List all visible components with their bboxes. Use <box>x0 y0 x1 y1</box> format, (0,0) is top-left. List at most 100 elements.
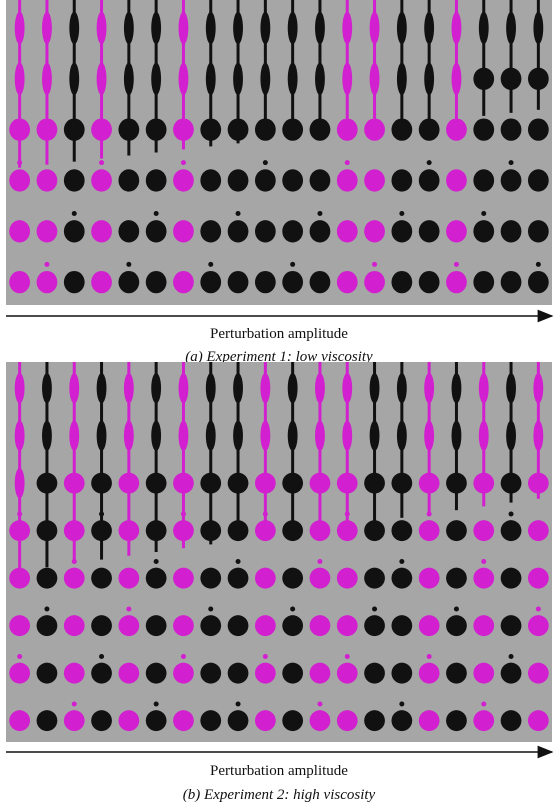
droplet <box>528 520 549 541</box>
droplet <box>501 169 522 191</box>
droplet <box>255 520 276 541</box>
droplet <box>452 12 462 45</box>
droplet <box>419 615 440 636</box>
droplet <box>473 271 494 293</box>
droplet <box>310 118 331 140</box>
droplet <box>310 220 331 242</box>
droplet <box>64 118 85 140</box>
droplet <box>501 663 522 684</box>
droplet <box>69 373 79 403</box>
satellite-drop <box>427 654 432 659</box>
droplet <box>501 710 522 731</box>
droplet <box>228 169 249 191</box>
droplet <box>97 420 107 450</box>
droplet <box>473 118 494 140</box>
droplet <box>118 520 139 541</box>
satellite-drop <box>154 559 159 564</box>
droplet <box>528 568 549 589</box>
droplet <box>228 520 249 541</box>
satellite-drop <box>427 160 432 165</box>
droplet <box>528 615 549 636</box>
jet-image-b <box>6 362 552 742</box>
droplet <box>282 271 303 293</box>
droplet <box>282 220 303 242</box>
droplet <box>151 373 161 403</box>
droplet <box>310 473 331 494</box>
droplet <box>424 63 434 96</box>
droplet <box>9 615 30 636</box>
droplet <box>255 118 276 140</box>
satellite-drop <box>509 512 514 517</box>
droplet <box>473 68 494 90</box>
droplet <box>310 271 331 293</box>
droplet <box>69 12 79 45</box>
droplet <box>501 220 522 242</box>
droplet <box>501 271 522 293</box>
droplet <box>419 710 440 731</box>
droplet <box>64 568 85 589</box>
droplet <box>146 663 167 684</box>
droplet <box>200 271 221 293</box>
droplet <box>173 568 194 589</box>
satellite-drop <box>345 160 350 165</box>
satellite-drop <box>44 607 49 612</box>
satellite-drop <box>372 262 377 267</box>
droplet <box>42 373 52 403</box>
droplet <box>118 615 139 636</box>
droplet <box>173 473 194 494</box>
droplet <box>501 68 522 90</box>
droplet <box>64 169 85 191</box>
droplet <box>206 12 216 45</box>
droplet <box>15 12 25 45</box>
droplet <box>310 710 331 731</box>
droplet <box>364 220 385 242</box>
droplet <box>200 568 221 589</box>
droplet <box>233 373 243 403</box>
droplet <box>528 710 549 731</box>
droplet <box>364 118 385 140</box>
droplet <box>315 63 325 96</box>
droplet <box>91 520 112 541</box>
droplet <box>173 220 194 242</box>
satellite-drop <box>154 702 159 707</box>
droplet <box>200 615 221 636</box>
droplet <box>200 169 221 191</box>
satellite-drop <box>481 211 486 216</box>
droplet <box>342 373 352 403</box>
droplet <box>179 373 189 403</box>
droplet <box>228 710 249 731</box>
droplet <box>37 663 58 684</box>
satellite-drop <box>72 702 77 707</box>
droplet <box>473 520 494 541</box>
satellite-drop <box>72 559 77 564</box>
droplet <box>173 615 194 636</box>
satellite-drop <box>536 262 541 267</box>
droplet <box>228 615 249 636</box>
droplet <box>479 12 489 45</box>
droplet <box>397 420 407 450</box>
droplet <box>528 169 549 191</box>
droplet <box>506 420 516 450</box>
droplet <box>124 373 134 403</box>
droplet <box>528 220 549 242</box>
droplet <box>370 12 380 45</box>
droplet <box>397 63 407 96</box>
droplet <box>118 271 139 293</box>
droplet <box>179 420 189 450</box>
figure-canvas: Perturbation amplitude (a) Experiment 1:… <box>0 0 558 808</box>
axis-label: Perturbation amplitude <box>210 763 348 779</box>
satellite-drop <box>481 559 486 564</box>
caption: (b) Experiment 2: high viscosity <box>183 787 376 803</box>
droplet <box>233 63 243 96</box>
droplet <box>282 169 303 191</box>
droplet <box>446 169 467 191</box>
droplet <box>37 568 58 589</box>
droplet <box>37 220 58 242</box>
droplet <box>310 615 331 636</box>
droplet <box>446 568 467 589</box>
droplet <box>37 271 58 293</box>
droplet <box>15 468 25 498</box>
droplet <box>342 420 352 450</box>
satellite-drop <box>399 559 404 564</box>
droplet <box>315 12 325 45</box>
